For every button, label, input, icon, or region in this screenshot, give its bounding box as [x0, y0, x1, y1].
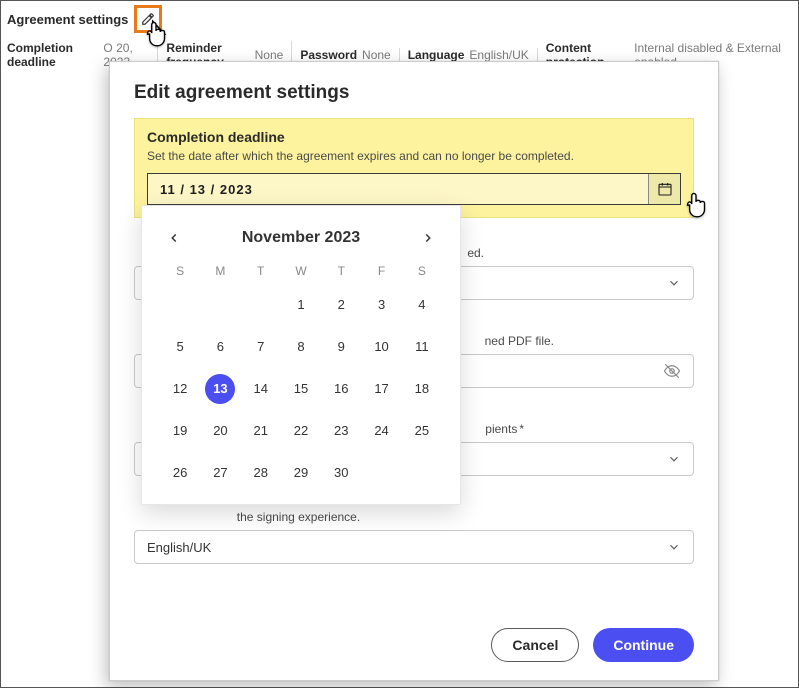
next-month-button[interactable] [414, 224, 442, 252]
calendar-day[interactable]: 5 [165, 332, 195, 362]
calendar-day[interactable]: 19 [165, 416, 195, 446]
summary-value: English/UK [469, 48, 528, 62]
deadline-date-field[interactable]: 11 / 13 / 2023 [147, 173, 681, 205]
cancel-button[interactable]: Cancel [491, 628, 579, 662]
calendar-dow: S [402, 264, 442, 278]
page-title: Agreement settings [7, 12, 128, 27]
cursor-pointer-2 [679, 186, 713, 222]
content-desc-fragment: pients [485, 422, 517, 436]
calendar-day[interactable]: 3 [367, 290, 397, 320]
deadline-description: Set the date after which the agreement e… [147, 149, 681, 163]
calendar-day[interactable]: 7 [246, 332, 276, 362]
calendar-dow: T [321, 264, 361, 278]
calendar-month-label: November 2023 [242, 229, 360, 247]
calendar-day[interactable]: 1 [286, 290, 316, 320]
eye-off-icon [663, 362, 681, 380]
calendar-day[interactable]: 2 [326, 290, 356, 320]
language-select-value: English/UK [147, 540, 211, 555]
calendar-day[interactable]: 30 [326, 458, 356, 488]
reminder-desc-fragment: ed. [467, 246, 484, 260]
calendar-day[interactable]: 11 [407, 332, 437, 362]
calendar-day[interactable]: 14 [246, 374, 276, 404]
cursor-pointer-1 [139, 15, 173, 51]
calendar-icon-button[interactable] [648, 174, 680, 204]
calendar-day[interactable]: 15 [286, 374, 316, 404]
calendar-day[interactable]: 6 [205, 332, 235, 362]
calendar-dow: S [160, 264, 200, 278]
calendar-dow: W [281, 264, 321, 278]
deadline-date-value: 11 / 13 / 2023 [148, 182, 648, 197]
chevron-down-icon [667, 540, 681, 554]
summary-label: Completion deadline [7, 41, 98, 69]
calendar-day[interactable]: 22 [286, 416, 316, 446]
calendar-day[interactable]: 16 [326, 374, 356, 404]
calendar-day[interactable]: 21 [246, 416, 276, 446]
language-section: Language used in the signing experience.… [134, 510, 694, 564]
completion-deadline-section: Completion deadline Set the date after w… [134, 118, 694, 218]
calendar-day[interactable]: 17 [367, 374, 397, 404]
calendar-day[interactable]: 27 [205, 458, 235, 488]
calendar-day[interactable]: 12 [165, 374, 195, 404]
language-desc-fragment: the signing experience. [233, 510, 360, 524]
summary-value: None [362, 48, 391, 62]
calendar-day[interactable]: 20 [205, 416, 235, 446]
calendar-dow: F [361, 264, 401, 278]
calendar-day[interactable]: 28 [246, 458, 276, 488]
calendar-day[interactable]: 18 [407, 374, 437, 404]
password-desc-fragment: ned PDF file. [485, 334, 554, 348]
calendar-day[interactable]: 25 [407, 416, 437, 446]
calendar-day[interactable]: 4 [407, 290, 437, 320]
summary-label: Password [300, 48, 357, 62]
modal-title: Edit agreement settings [134, 82, 694, 104]
prev-month-button[interactable] [160, 224, 188, 252]
continue-button[interactable]: Continue [593, 628, 694, 662]
calendar-day[interactable]: 23 [326, 416, 356, 446]
chevron-down-icon [667, 452, 681, 466]
calendar-day[interactable]: 13 [205, 374, 235, 404]
calendar-dow: T [241, 264, 281, 278]
calendar-day[interactable]: 9 [326, 332, 356, 362]
calendar-day[interactable]: 29 [286, 458, 316, 488]
summary-label: Language [408, 48, 465, 62]
calendar-day[interactable]: 26 [165, 458, 195, 488]
calendar-day[interactable]: 24 [367, 416, 397, 446]
date-picker-popover: November 2023 SMTWTFS1234567891011121314… [141, 205, 461, 505]
deadline-title: Completion deadline [147, 129, 681, 145]
summary-value: None [255, 48, 284, 62]
calendar-day[interactable]: 8 [286, 332, 316, 362]
calendar-day[interactable]: 10 [367, 332, 397, 362]
required-asterisk: * [519, 422, 524, 436]
chevron-down-icon [667, 276, 681, 290]
language-select[interactable]: English/UK [134, 530, 694, 564]
calendar-dow: M [200, 264, 240, 278]
